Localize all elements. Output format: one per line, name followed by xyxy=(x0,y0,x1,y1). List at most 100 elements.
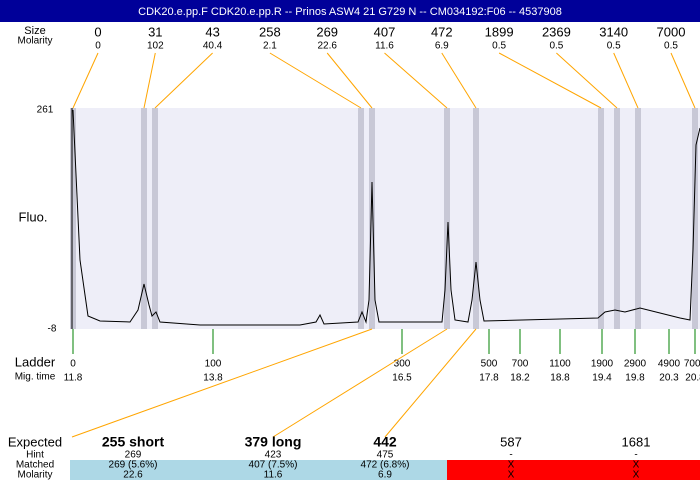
peak-molarity: 11.6 xyxy=(375,41,394,52)
peak-molarity: 0.5 xyxy=(492,41,506,52)
ladder-time: 20.3 xyxy=(659,373,679,384)
result-hint: 475 xyxy=(377,450,394,461)
ladder-time: 18.2 xyxy=(510,373,530,384)
peak-molarity: 0.5 xyxy=(664,41,678,52)
result-hint: 269 xyxy=(125,450,142,461)
matched-miss-bg xyxy=(447,460,700,480)
row-label: Matched xyxy=(16,460,54,471)
peak-band xyxy=(369,108,375,329)
peak-band xyxy=(444,108,450,329)
ladder-size: 100 xyxy=(205,359,222,370)
peak-size: 258 xyxy=(259,24,281,39)
result-matched: X xyxy=(633,460,640,471)
ladder-time: 20.8 xyxy=(685,373,700,384)
peak-band xyxy=(614,108,620,329)
result-matched: 472 (6.8%) xyxy=(361,460,410,471)
result-expected: 442 xyxy=(373,434,397,450)
mig-time-label: Mig. time xyxy=(15,372,56,383)
peak-size: 2369 xyxy=(542,24,571,39)
ladder-time: 18.8 xyxy=(550,373,570,384)
peak-band xyxy=(692,108,698,329)
result-molarity: X xyxy=(508,470,515,480)
ladder-time: 19.4 xyxy=(592,373,612,384)
result-hint: - xyxy=(634,450,637,461)
peak-molarity: 0 xyxy=(95,41,101,52)
peak-size: 3140 xyxy=(599,24,628,39)
ladder-size: 0 xyxy=(70,359,76,370)
peak-connector xyxy=(613,52,639,109)
ladder-size: 7000 xyxy=(684,359,700,370)
ladder-size: 700 xyxy=(512,359,529,370)
peak-connector xyxy=(498,52,602,109)
ladder-size: 4900 xyxy=(658,359,681,370)
peak-connector xyxy=(556,52,618,109)
peak-molarity: 2.1 xyxy=(263,41,277,52)
row-label: Molarity xyxy=(17,470,52,480)
peak-band xyxy=(635,108,641,329)
peak-size: 1899 xyxy=(485,24,514,39)
ladder-time: 11.8 xyxy=(64,373,83,384)
peak-size: 7000 xyxy=(657,24,686,39)
result-expected: 587 xyxy=(500,434,522,449)
peak-molarity: 0.5 xyxy=(607,41,621,52)
peak-band xyxy=(141,108,147,329)
match-connector xyxy=(71,328,373,438)
peak-connector xyxy=(143,52,156,109)
result-matched: 269 (5.6%) xyxy=(109,460,158,471)
trace xyxy=(72,109,700,326)
peak-size: 43 xyxy=(205,24,219,39)
peak-connector xyxy=(72,52,99,109)
match-connector xyxy=(272,328,448,438)
result-hint: 423 xyxy=(265,450,282,461)
peak-molarity: 0.5 xyxy=(549,41,563,52)
peak-connector xyxy=(154,52,213,109)
peak-band xyxy=(473,108,479,329)
result-molarity: 22.6 xyxy=(123,470,143,480)
peak-bands xyxy=(70,108,698,329)
header-bar xyxy=(0,0,700,22)
result-molarity: 11.6 xyxy=(264,470,283,480)
ladder-time: 16.5 xyxy=(392,373,412,384)
peak-size: 407 xyxy=(374,24,396,39)
row-label: Expected xyxy=(8,434,62,449)
ladder-time: 17.8 xyxy=(479,373,499,384)
y-max: 261 xyxy=(37,105,54,116)
ladder-size: 1100 xyxy=(549,359,571,370)
result-molarity: X xyxy=(633,470,640,480)
match-connector xyxy=(384,328,477,438)
peak-connector xyxy=(441,52,477,109)
result-hint: - xyxy=(509,450,512,461)
peak-connector xyxy=(670,52,696,109)
result-matched: X xyxy=(508,460,515,471)
ladder-time: 19.8 xyxy=(625,373,645,384)
y-min: -8 xyxy=(48,324,57,335)
peak-molarity: 6.9 xyxy=(435,41,449,52)
peak-band xyxy=(152,108,158,329)
peak-size: 269 xyxy=(316,24,338,39)
peak-molarity: 22.6 xyxy=(317,41,337,52)
result-matched: 407 (7.5%) xyxy=(249,460,298,471)
result-molarity: 6.9 xyxy=(378,470,392,480)
row-label: Hint xyxy=(26,450,44,461)
header-title: CDK20.e.pp.F CDK20.e.pp.R -- Prinos ASW4… xyxy=(138,6,562,18)
plot-area xyxy=(72,108,700,329)
peak-band xyxy=(358,108,364,329)
peak-connector xyxy=(326,52,373,109)
result-expected: 1681 xyxy=(622,434,651,449)
peak-size: 472 xyxy=(431,24,453,39)
peak-molarity: 102 xyxy=(147,41,164,52)
ladder-label: Ladder xyxy=(15,354,56,369)
ladder-size: 300 xyxy=(394,359,411,370)
y-label: Fluo. xyxy=(19,209,48,224)
ladder-time: 13.8 xyxy=(203,373,223,384)
peak-band xyxy=(598,108,604,329)
peak-size: 31 xyxy=(148,24,162,39)
molarity-label: Molarity xyxy=(17,36,52,47)
peak-size: 0 xyxy=(94,24,101,39)
peak-connector xyxy=(384,52,448,109)
peak-connector xyxy=(269,52,362,109)
matched-ok-bg xyxy=(70,460,447,480)
ladder-size: 2900 xyxy=(624,359,647,370)
result-expected: 255 short xyxy=(102,434,165,450)
ladder-size: 1900 xyxy=(591,359,614,370)
